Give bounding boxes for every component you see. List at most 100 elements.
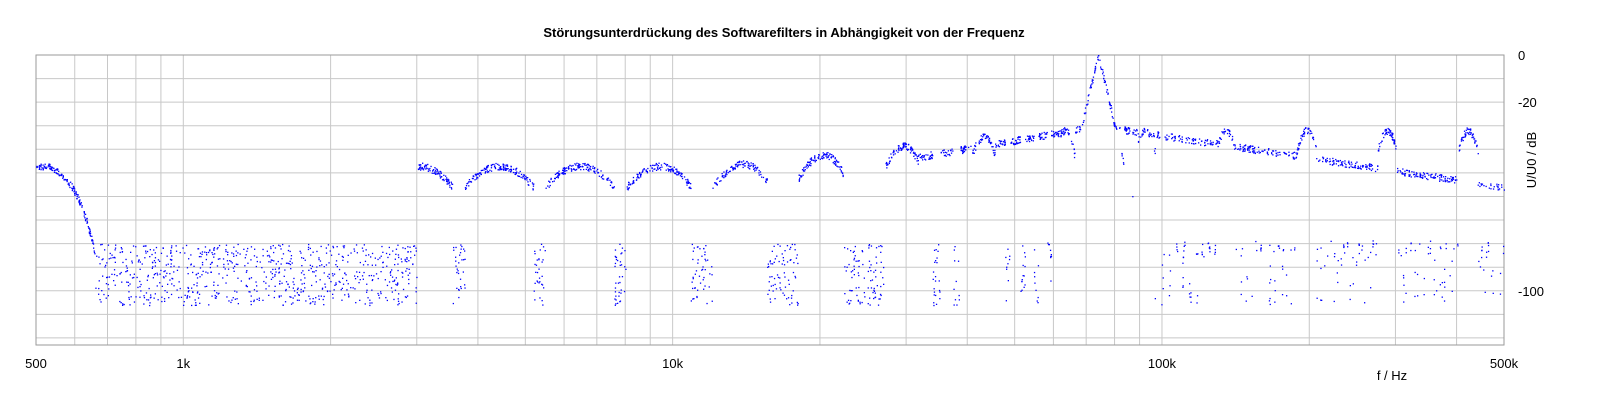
data-point: [1134, 134, 1136, 136]
data-point: [1087, 103, 1089, 105]
data-point: [397, 283, 399, 285]
data-point: [583, 168, 585, 171]
data-point: [892, 152, 894, 154]
data-point: [563, 168, 565, 170]
data-point: [166, 255, 168, 257]
data-point: [190, 263, 192, 265]
data-point: [730, 166, 732, 168]
data-point: [1487, 250, 1490, 253]
data-point: [389, 253, 391, 256]
data-point: [233, 270, 235, 272]
data-point: [629, 184, 632, 186]
data-point: [907, 144, 910, 146]
data-point: [1501, 184, 1503, 186]
data-point: [840, 170, 842, 172]
data-point: [1342, 165, 1344, 167]
data-point: [388, 246, 390, 249]
data-point: [748, 163, 750, 165]
data-point: [232, 267, 235, 269]
data-point: [36, 166, 38, 169]
data-point: [1137, 141, 1140, 143]
data-point: [928, 157, 930, 159]
data-point: [504, 167, 506, 169]
data-point: [840, 171, 843, 173]
data-point: [582, 163, 584, 165]
data-point: [366, 289, 368, 291]
data-point: [1420, 173, 1422, 176]
data-point: [250, 303, 252, 306]
data-point: [1247, 148, 1249, 150]
data-point: [657, 168, 659, 171]
data-point: [384, 279, 386, 281]
data-point: [1124, 126, 1126, 128]
data-point: [262, 248, 264, 251]
data-point: [268, 294, 270, 296]
data-point: [854, 245, 856, 248]
data-point: [187, 287, 190, 289]
data-point: [465, 188, 467, 190]
data-point: [768, 265, 770, 268]
data-point: [78, 196, 80, 198]
data-point: [1144, 130, 1146, 132]
data-point: [283, 275, 285, 277]
data-point: [1057, 132, 1059, 135]
data-point: [578, 167, 581, 169]
data-point: [1360, 165, 1362, 167]
data-point: [901, 148, 903, 150]
data-point: [218, 292, 220, 294]
data-point: [483, 167, 486, 169]
data-point: [428, 169, 430, 171]
data-point: [104, 266, 106, 268]
data-point: [797, 262, 799, 265]
data-point: [1240, 281, 1243, 283]
data-point: [947, 154, 949, 156]
data-point: [1044, 133, 1046, 135]
data-point: [1039, 136, 1041, 139]
data-point: [883, 266, 885, 269]
data-point: [942, 150, 944, 152]
data-point: [676, 168, 678, 170]
data-point: [1452, 178, 1455, 180]
data-point: [1183, 250, 1185, 252]
data-point: [1043, 131, 1045, 134]
data-point: [588, 165, 590, 167]
data-point: [874, 269, 877, 271]
data-point: [1165, 139, 1167, 141]
data-point: [704, 251, 706, 253]
data-point: [1099, 59, 1101, 61]
data-point: [1161, 304, 1163, 306]
data-point: [800, 176, 802, 178]
data-point: [415, 250, 417, 252]
data-point: [592, 167, 594, 169]
data-point: [873, 289, 875, 291]
data-point: [831, 154, 833, 156]
data-point: [130, 296, 132, 298]
data-point: [395, 283, 397, 286]
data-point: [746, 161, 748, 163]
data-point: [285, 288, 287, 291]
data-point: [1271, 150, 1274, 152]
data-point: [1457, 243, 1459, 245]
data-point: [67, 183, 69, 185]
data-point: [1397, 167, 1399, 170]
data-point: [1047, 242, 1049, 244]
data-point: [1465, 134, 1467, 136]
data-point: [1195, 253, 1198, 255]
data-point: [1480, 183, 1482, 185]
data-point: [171, 283, 173, 285]
data-point: [1427, 178, 1429, 181]
data-point: [1107, 93, 1109, 95]
data-point: [1122, 157, 1124, 160]
data-point: [325, 252, 328, 254]
data-point: [179, 252, 181, 254]
data-point: [1367, 256, 1369, 259]
data-point: [1308, 128, 1310, 130]
data-point: [1024, 265, 1026, 268]
data-point: [1326, 160, 1328, 162]
data-point: [1040, 133, 1042, 136]
data-point: [1002, 141, 1005, 143]
data-point: [633, 182, 635, 184]
data-point: [1271, 152, 1273, 154]
data-point: [624, 250, 626, 252]
data-point: [748, 164, 750, 167]
